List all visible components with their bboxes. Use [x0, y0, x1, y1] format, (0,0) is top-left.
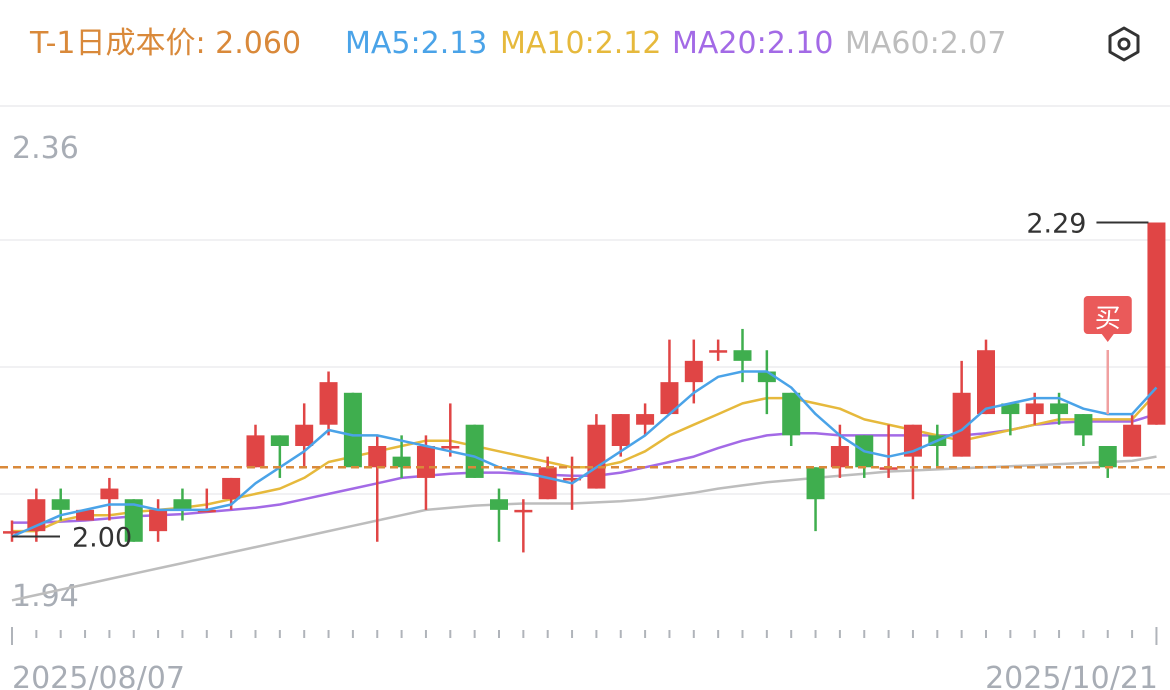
candle-body — [563, 477, 582, 481]
candle-body — [1147, 222, 1166, 425]
candle-body — [149, 509, 168, 532]
candle-body — [51, 499, 70, 510]
ma60-label: MA60:2.07 — [845, 26, 1007, 61]
ma5-label: MA5:2.13 — [345, 26, 488, 61]
cost-price-value: 2.060 — [215, 26, 302, 61]
candle-body — [952, 392, 971, 457]
candle-body — [76, 509, 95, 521]
x-axis-label-start: 2025/08/07 — [12, 661, 185, 690]
y-axis-label-top: 2.36 — [12, 131, 79, 166]
ma60-line — [11, 455, 1157, 602]
header-divider — [0, 105, 1170, 107]
candle-body — [782, 392, 801, 436]
candle-body — [368, 446, 387, 468]
ma20-label: MA20:2.10 — [672, 26, 834, 61]
candle-body — [490, 499, 508, 510]
cost-price-label: T-1日成本价: 2.060 — [30, 24, 301, 64]
candle-body — [806, 467, 825, 500]
y-axis-label-bottom: 1.94 — [12, 579, 79, 614]
candle-body — [1050, 403, 1069, 415]
candle-body — [295, 424, 314, 446]
candle-body — [392, 456, 411, 468]
x-axis-label-end: 2025/10/21 — [985, 661, 1158, 690]
ma5-line — [11, 370, 1158, 538]
candle-body — [343, 392, 362, 468]
candle-body — [465, 424, 484, 478]
candle-body — [441, 446, 460, 449]
candle-body — [246, 435, 265, 468]
candle-body — [124, 499, 143, 542]
candle-body — [660, 382, 679, 415]
candle-body — [173, 499, 192, 510]
candle-body — [1098, 446, 1117, 468]
candle-body — [977, 350, 995, 415]
candle-body — [319, 382, 338, 425]
candle-body — [830, 446, 849, 468]
high-marker-label: 2.29 — [1026, 209, 1086, 240]
candle-body — [684, 360, 703, 383]
candle-body — [1074, 414, 1093, 436]
candle-body — [611, 414, 630, 446]
buy-marker-badge — [1083, 296, 1132, 342]
low-marker-label: 2.00 — [72, 522, 132, 553]
cost-price-title: T-1日成本价: — [30, 26, 206, 61]
candle-body — [733, 350, 752, 361]
candle-body — [1025, 403, 1044, 415]
candle-body — [636, 414, 655, 425]
candle-body — [222, 477, 241, 500]
candle-body — [709, 350, 728, 353]
candle-body — [3, 531, 21, 534]
candle-body — [757, 371, 776, 383]
candle-body — [1123, 424, 1142, 457]
candle-body — [1001, 403, 1020, 415]
ma10-label: MA10:2.12 — [500, 26, 662, 61]
candle-body — [538, 467, 557, 500]
candle-body — [514, 509, 533, 513]
candle-body — [270, 435, 289, 446]
settings-hexagon-icon[interactable] — [1104, 24, 1144, 64]
indicator-header: T-1日成本价: 2.060 MA5:2.13 MA10:2.12 MA20:2… — [0, 0, 1170, 88]
buy-marker-label: 买 — [1095, 304, 1121, 334]
candle-body — [587, 424, 606, 489]
candle-body — [100, 488, 119, 500]
candle-body — [416, 446, 435, 478]
